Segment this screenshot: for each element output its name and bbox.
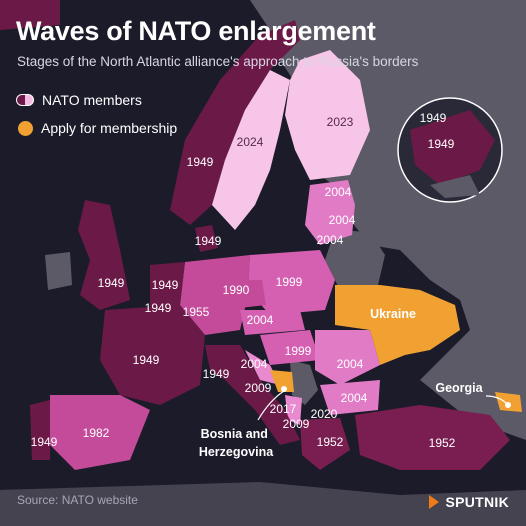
label-bosnia: Bosnia and Herzegovina (199, 427, 274, 459)
sputnik-logo-icon (429, 495, 440, 509)
label-poland: 1999 (276, 275, 303, 289)
label-netherlands: 1949 (152, 278, 179, 292)
label-montenegro: 2017 (270, 402, 297, 416)
benelux-region (150, 262, 185, 310)
label-france: 1949 (133, 353, 160, 367)
inset-globe (397, 97, 503, 203)
georgia-region (495, 392, 522, 412)
label-spain: 1982 (83, 426, 110, 440)
sweden-region (212, 70, 290, 230)
label-greece: 1952 (317, 435, 344, 449)
poland-region (248, 250, 335, 315)
label-uk: 1949 (98, 276, 125, 290)
serbia-region (290, 360, 318, 405)
slovakia-region (240, 310, 305, 335)
label-slovakia: 2004 (247, 313, 274, 327)
belarus-region (325, 230, 385, 290)
label-hungary: 1999 (285, 344, 312, 358)
croatia-region (245, 350, 280, 385)
germany-region (180, 255, 250, 335)
legend-nato-label: NATO members (42, 92, 142, 108)
label-canada: 1949 (420, 111, 447, 125)
label-finland: 2023 (327, 115, 354, 129)
label-romania: 2004 (337, 357, 364, 371)
turkey-region (355, 405, 510, 470)
label-slovenia: 2004 (241, 357, 268, 371)
label-italy: 1949 (203, 367, 230, 381)
bosnia-region (270, 370, 294, 392)
label-germany: 1955 (183, 305, 210, 319)
georgia-dot (505, 402, 511, 408)
label-turkey: 1952 (429, 436, 456, 450)
label-czechia: 1990 (223, 283, 250, 297)
bosnia-leader-line (257, 390, 285, 421)
legend-apply: Apply for membership (16, 120, 177, 136)
bulgaria-region (320, 380, 380, 415)
nato-swatch (16, 94, 34, 106)
label-sweden: 2024 (237, 135, 264, 149)
portugal-region (30, 400, 50, 460)
greece-region (300, 418, 350, 470)
denmark-region (195, 225, 218, 252)
ukraine-region (335, 285, 460, 365)
finland-region (285, 50, 370, 180)
label-latvia: 2004 (329, 213, 356, 227)
label-north-macedonia: 2020 (311, 407, 338, 421)
north-africa-region (0, 482, 526, 526)
label-norway: 1949 (187, 155, 214, 169)
italy-region (205, 345, 300, 445)
apply-swatch (18, 120, 33, 136)
brand-logo: SPUTNIK (429, 494, 509, 510)
label-bulgaria: 2004 (341, 391, 368, 405)
label-belgium: 1949 (145, 301, 172, 315)
brand-name: SPUTNIK (445, 494, 509, 510)
label-ukraine: Ukraine (370, 307, 416, 321)
czechia-region (215, 280, 266, 310)
page-subtitle: Stages of the North Atlantic alliance's … (17, 54, 419, 69)
source-note: Source: NATO website (17, 493, 138, 507)
legend-apply-label: Apply for membership (41, 120, 178, 136)
iceland-region (0, 0, 60, 30)
label-albania: 2009 (283, 417, 310, 431)
label-denmark: 1949 (195, 234, 222, 248)
hungary-region (260, 330, 320, 365)
page-title: Waves of NATO enlargement (16, 16, 376, 46)
legend-nato: NATO members (16, 92, 142, 108)
label-estonia: 2004 (325, 185, 352, 199)
montenegro-region (285, 395, 302, 425)
bosnia-dot (281, 386, 287, 392)
norway-region (170, 20, 300, 225)
baltics-region (305, 180, 355, 245)
label-portugal: 1949 (31, 435, 58, 449)
label-georgia: Georgia (435, 381, 483, 395)
label-croatia: 2009 (245, 381, 272, 395)
ireland-region (45, 252, 72, 290)
france-region (100, 305, 205, 405)
romania-region (315, 330, 380, 385)
label-usa: 1949 (428, 137, 455, 151)
label-lithuania: 2004 (317, 233, 344, 247)
uk-region (78, 200, 130, 310)
spain-region (50, 395, 150, 470)
